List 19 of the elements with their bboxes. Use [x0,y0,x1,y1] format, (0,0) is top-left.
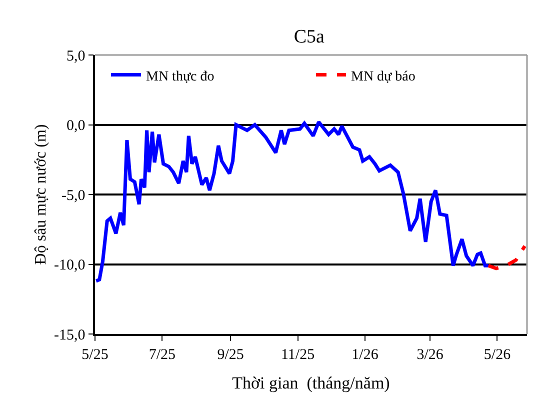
legend-label: MN dự báo [351,69,416,84]
legend-label: MN thực đo [146,69,214,84]
x-tick-label: 1/26 [352,346,379,363]
y-tick-label: -10,0 [54,258,86,274]
line-series [95,120,490,283]
x-tick-label: 11/25 [280,346,315,363]
y-tick-label: 0,0 [66,118,86,134]
x-tick-label: 9/25 [217,346,244,363]
x-tick-label: 7/25 [148,346,176,363]
y-tick-label: 5,0 [66,48,86,64]
x-axis-title: Thời gian (tháng/năm) [232,374,390,393]
chart-title: C5a [294,26,325,48]
y-tick-label: -5,0 [62,188,86,204]
line-series [486,244,527,270]
x-tick-label: 5/25 [82,346,108,363]
y-axis-title: Độ sâu mực nước (m) [32,124,50,265]
x-tick-label: 5/26 [484,346,512,363]
x-tick-label: 3/26 [416,346,444,363]
y-tick-label: -15,0 [54,327,86,344]
